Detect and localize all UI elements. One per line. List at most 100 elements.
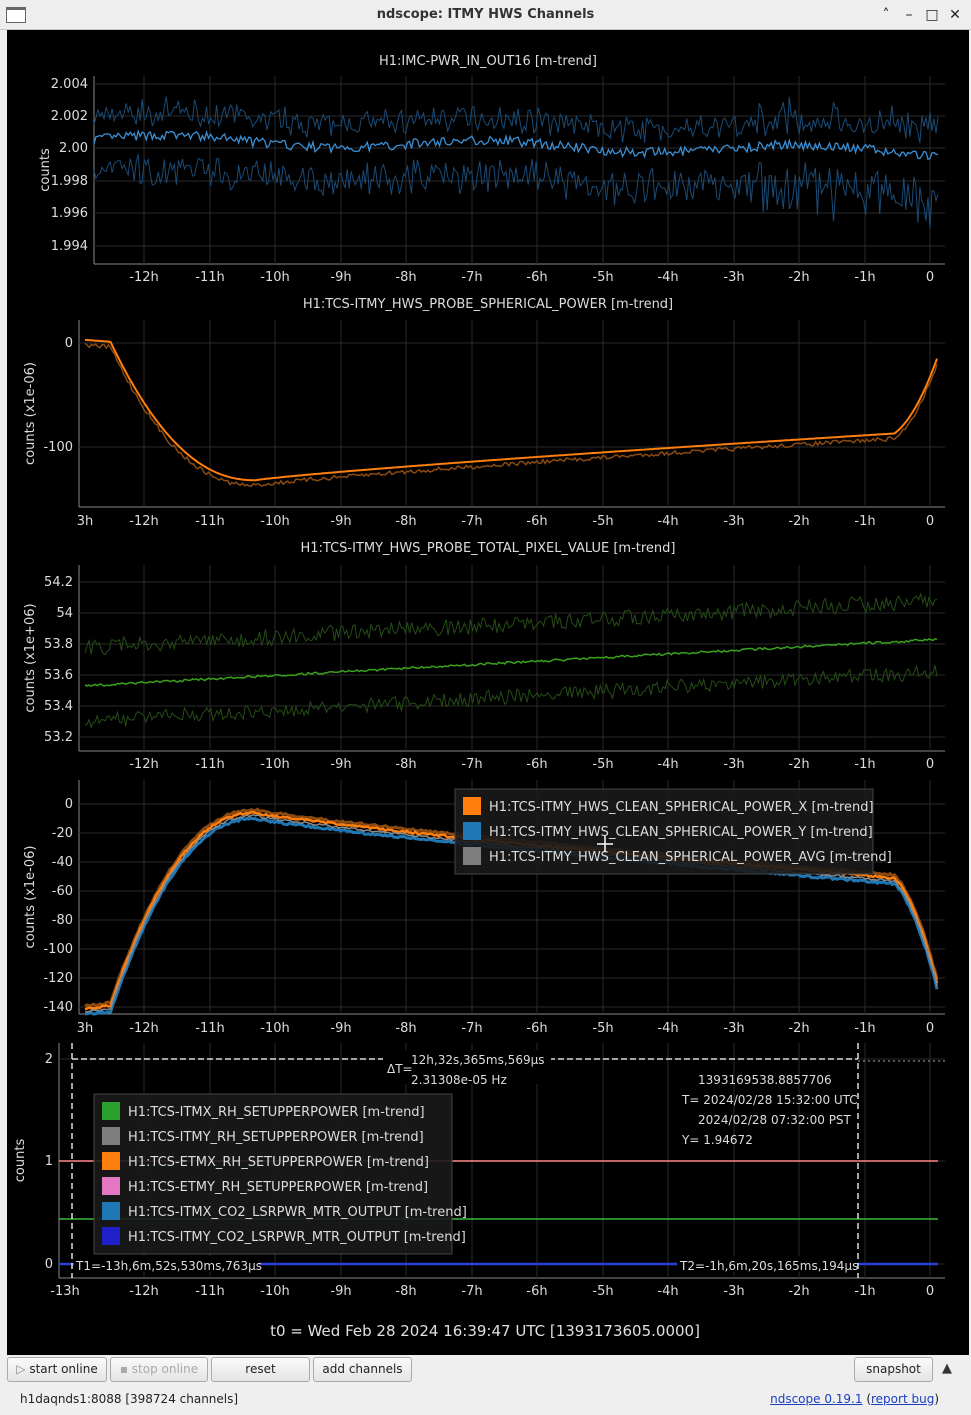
x-tick-label: -11h [195, 514, 224, 529]
x-tick-label: -2h [788, 1284, 809, 1299]
x-tick-label: -2h [788, 757, 809, 772]
cursor-time-pst: 2024/02/28 07:32:00 PST [698, 1113, 852, 1127]
dt-label-bg [383, 1050, 551, 1084]
probe-mean-trace [84, 338, 938, 482]
imc-max-trace [93, 96, 939, 144]
pixel-min-trace [84, 592, 938, 656]
x-tick-label: -10h [260, 1284, 289, 1299]
legend-label: H1:TCS-ITMY_HWS_CLEAN_SPHERICAL_POWER_Y … [489, 825, 873, 840]
x-tick-label: 0 [926, 270, 934, 285]
x-tick-label: 0 [926, 514, 934, 529]
x-tick-label: -5h [592, 270, 613, 285]
x-tick-label: -5h [592, 1284, 613, 1299]
x-tick-label: -8h [395, 270, 416, 285]
x-tick-label: -6h [526, 1284, 547, 1299]
x-tick-label: -12h [129, 1021, 158, 1036]
reset-button[interactable]: reset [211, 1357, 310, 1382]
stop-online-button[interactable]: ▪ stop online [110, 1357, 208, 1382]
y-axis-label: counts (x1e+06) [23, 603, 38, 712]
server-status: h1daqnds1:8088 [398724 channels] [20, 1392, 239, 1406]
y-tick-label: -60 [52, 884, 73, 899]
x-tick-label: -1h [854, 514, 875, 529]
x-tick-label: 0 [926, 757, 934, 772]
legend-box [454, 788, 874, 875]
clean-power-legend: H1:TCS-ITMY_HWS_CLEAN_SPHERICAL_POWER_X … [454, 788, 892, 875]
x-tick-label: -1h [854, 757, 875, 772]
plots-canvas[interactable]: -12h -11h -10h -9h -8h -7h -6h -5h -4h -3h -2h -1h 0… [7, 30, 969, 1355]
x-tick-label: -3h [723, 1284, 744, 1299]
legend-label: H1:TCS-ETMX_RH_SETUPPERPOWER [m-trend] [128, 1155, 429, 1170]
y-tick-label: -120 [43, 971, 73, 986]
cursor-time-utc: T= 2024/02/28 15:32:00 UTC [681, 1093, 858, 1107]
x-tick-label: -2h [788, 514, 809, 529]
legend-box [93, 1093, 453, 1255]
cursor-dt-value: 12h,32s,365ms,569µs [411, 1053, 544, 1067]
legend-swatch [102, 1127, 120, 1145]
x-tick-label: -10h [260, 1021, 289, 1036]
x-tick-label: -12h [129, 514, 158, 529]
legend-swatch [463, 822, 481, 840]
x-tick-label: -7h [461, 1021, 482, 1036]
snapshot-button[interactable]: snapshot [854, 1357, 933, 1382]
legend-label: H1:TCS-ITMY_HWS_CLEAN_SPHERICAL_POWER_X … [489, 800, 874, 815]
expand-up-icon[interactable]: ▲ [942, 1361, 952, 1376]
cursor-t1-label: T1=-13h,6m,52s,530ms,763µs [75, 1259, 262, 1273]
cursor-freq-value: 2.31308e-05 Hz [411, 1073, 507, 1087]
pixel-mean-trace [84, 637, 938, 688]
y-tick-label: 2.004 [51, 77, 88, 92]
y-tick-label: 1.994 [51, 239, 88, 254]
x-tick-label: -4h [657, 757, 678, 772]
x-tick-label: -7h [461, 1284, 482, 1299]
x-tick-label: -2h [788, 1021, 809, 1036]
close-window-icon[interactable]: ✕ [949, 7, 961, 23]
legend-label: H1:TCS-ITMX_CO2_LSRPWR_MTR_OUTPUT [m-tre… [128, 1205, 467, 1220]
start-online-label: start online [29, 1362, 98, 1376]
legend-swatch [102, 1152, 120, 1170]
window-titlebar: ndscope: ITMY HWS Channels ˄ – □ ✕ [0, 0, 971, 30]
x-tick-label: -8h [395, 757, 416, 772]
stop-online-label: stop online [131, 1362, 199, 1376]
y-tick-label: 54.2 [44, 575, 73, 590]
x-tick-label: -13h [50, 1284, 79, 1299]
y-tick-label: 0 [45, 1257, 53, 1272]
legend-swatch [102, 1177, 120, 1195]
app-window-icon [6, 7, 26, 23]
version-info: ndscope 0.19.1 (report bug) [770, 1392, 939, 1406]
y-tick-label: -140 [43, 1000, 73, 1015]
version-link[interactable]: ndscope 0.19.1 [770, 1392, 863, 1406]
x-tick-label: 3h [77, 514, 94, 529]
minimize-window-icon[interactable]: – [905, 7, 913, 23]
y-tick-label: 1 [45, 1154, 53, 1169]
y-tick-label: 53.4 [44, 699, 73, 714]
y-axis-label: counts (x1e-06) [23, 362, 38, 465]
x-tick-label: -9h [330, 1021, 351, 1036]
play-icon: ▷ [16, 1362, 30, 1376]
y-tick-label: 2 [45, 1052, 53, 1067]
y-tick-label: 53.2 [44, 730, 73, 745]
t2-label-bg [677, 1256, 857, 1272]
x-tick-label: -9h [330, 270, 351, 285]
bottom-toolbar: ▷ start online ▪ stop online reset add c… [0, 1355, 971, 1415]
maximize-window-icon[interactable]: □ [925, 7, 939, 23]
y-axis-label: counts (x1e-06) [23, 846, 38, 949]
report-bug-link[interactable]: report bug [871, 1392, 935, 1406]
x-tick-label: -7h [461, 757, 482, 772]
panel-title: H1:IMC-PWR_IN_OUT16 [m-trend] [379, 54, 597, 69]
y-axis-label: counts [13, 1139, 28, 1183]
shade-window-icon[interactable]: ˄ [882, 7, 890, 23]
x-tick-label: -4h [657, 1021, 678, 1036]
t0-label: t0 = Wed Feb 28 2024 16:39:47 UTC [13931… [270, 1322, 700, 1340]
legend-label: H1:TCS-ETMY_RH_SETUPPERPOWER [m-trend] [128, 1180, 428, 1195]
y-tick-label: 2.00 [59, 141, 88, 156]
x-tick-label: -1h [854, 1284, 875, 1299]
x-tick-label: -4h [657, 270, 678, 285]
add-channels-button[interactable]: add channels [313, 1357, 412, 1382]
imc-mean-trace [93, 128, 939, 161]
plot-area[interactable]: -12h -11h -10h -9h -8h -7h -6h -5h -4h -3h -2h -1h 0… [7, 30, 969, 1355]
x-tick-label: -1h [854, 1021, 875, 1036]
legend-swatch [463, 797, 481, 815]
start-online-button[interactable]: ▷ start online [7, 1357, 107, 1382]
x-tick-label: -11h [195, 270, 224, 285]
x-tick-label: -8h [395, 1284, 416, 1299]
cursor-t2-label: T2=-1h,6m,20s,165ms,194µs [679, 1259, 858, 1273]
